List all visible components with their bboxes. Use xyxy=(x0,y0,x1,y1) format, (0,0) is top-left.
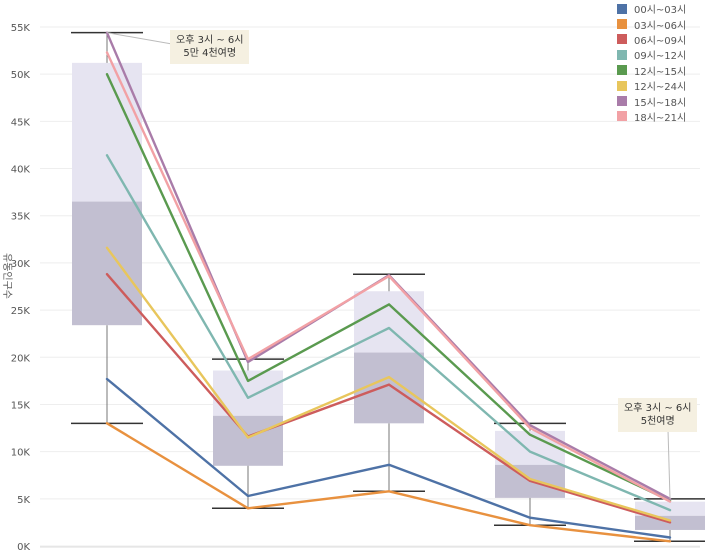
callout-line: 오후 3시 ~ 6시 xyxy=(176,35,244,46)
legend-item: 00시~03시 xyxy=(617,1,705,16)
series-line xyxy=(105,154,672,512)
callout-pointer xyxy=(667,429,671,499)
legend-swatch xyxy=(617,49,627,60)
y-axis-title: 유동인구수 xyxy=(1,253,13,299)
callout-line: 5만 4천여명 xyxy=(183,48,237,59)
legend-swatch xyxy=(617,34,627,45)
legend-item: 18시~21시 xyxy=(617,109,705,124)
legend-item: 15시~18시 xyxy=(617,93,705,109)
box-upper xyxy=(635,501,705,516)
y-tick-label: 35K xyxy=(11,212,31,223)
callout-pointer xyxy=(106,32,173,45)
y-tick-label: 55K xyxy=(11,23,31,34)
y-tick-label: 30K xyxy=(11,259,31,270)
legend-label: 06시~09시 xyxy=(634,35,687,47)
legend-label: 03시~06시 xyxy=(634,20,687,32)
legend-item: 09시~12시 xyxy=(617,47,705,62)
series-lines xyxy=(105,31,672,543)
legend-item: 12시~24시 xyxy=(617,78,705,93)
annotation-callout-late: 오후 3시 ~ 6시 5천여명 xyxy=(618,398,698,432)
legend-label: 12시~15시 xyxy=(634,66,687,78)
legend-label: 09시~12시 xyxy=(634,51,687,63)
annotation-callout-peak: 오후 3시 ~ 6시 5만 4천여명 xyxy=(170,30,250,64)
legend-swatch xyxy=(617,80,627,91)
box-lower xyxy=(72,201,142,326)
y-tick-label: 20K xyxy=(11,353,31,364)
y-tick-label: 45K xyxy=(11,117,31,128)
y-tick-label: 0K xyxy=(17,542,30,553)
annotation-pointers xyxy=(106,32,671,499)
y-tick-label: 5K xyxy=(17,495,30,506)
box-lower xyxy=(213,415,283,466)
series-line xyxy=(105,273,672,524)
legend-item: 03시~06시 xyxy=(617,16,705,32)
legend-label: 15시~18시 xyxy=(634,97,687,109)
legend-swatch xyxy=(617,65,627,76)
callout-line: 오후 3시 ~ 6시 xyxy=(624,403,692,414)
box-upper xyxy=(72,62,142,202)
legend-label: 18시~21시 xyxy=(634,112,687,124)
y-axis: 0K 5K 10K 15K 20K 25K 30K 35K 40K 45K 50K 55K xyxy=(11,23,700,553)
y-tick-label: 15K xyxy=(11,400,31,411)
legend-label: 12시~24시 xyxy=(634,82,687,94)
legend-item: 06시~09시 xyxy=(617,32,705,47)
series-line xyxy=(105,72,672,502)
legend-swatch xyxy=(617,111,627,122)
legend-swatch xyxy=(617,19,627,30)
y-tick-label: 25K xyxy=(11,306,31,317)
legend-label: 00시~03시 xyxy=(634,5,687,17)
y-tick-label: 10K xyxy=(11,448,31,459)
series-line xyxy=(105,377,672,539)
legend-swatch xyxy=(617,3,627,14)
legend-item: 12시~15시 xyxy=(617,63,705,78)
series-line xyxy=(105,422,672,543)
legend: 00시~03시 03시~06시 06시~09시 09시~12시 12시~15시 12시~2… xyxy=(617,1,705,124)
callout-line: 5천여명 xyxy=(640,416,675,427)
series-line xyxy=(105,51,672,503)
y-tick-label: 40K xyxy=(11,165,31,176)
series-line xyxy=(105,246,672,522)
legend-swatch xyxy=(617,96,627,107)
y-tick-label: 50K xyxy=(11,70,31,81)
